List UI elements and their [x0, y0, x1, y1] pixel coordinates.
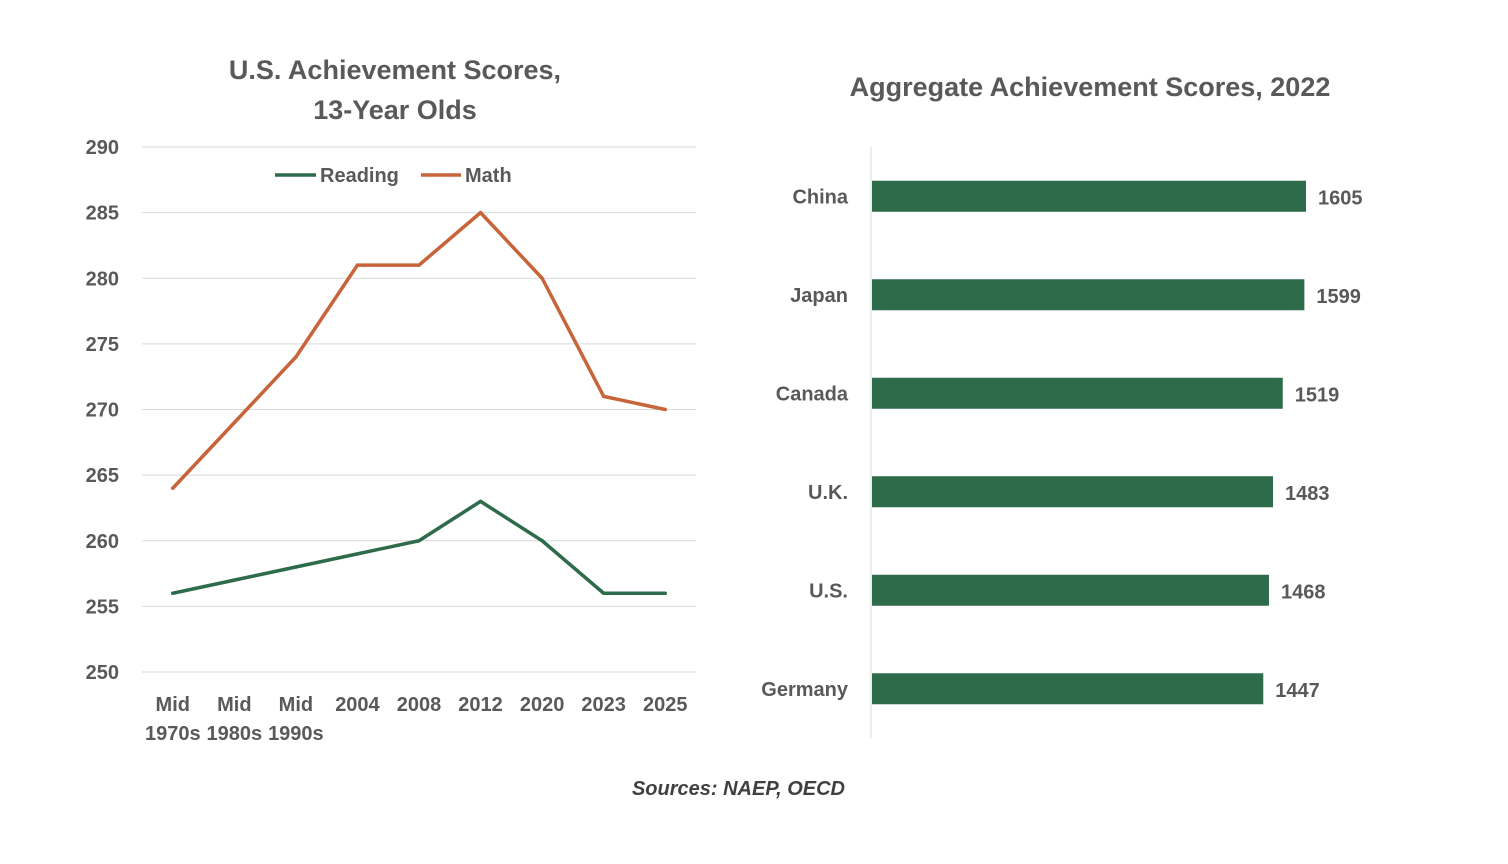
y-tick-label-280: 280 — [86, 268, 119, 290]
x-tick-label-3-0: 2004 — [335, 694, 380, 716]
data-point-math-3 — [355, 263, 360, 267]
y-tick-label-265: 265 — [86, 465, 119, 487]
line-chart-title-line-1: U.S. Achievement Scores, — [228, 55, 562, 85]
data-point-reading-8 — [663, 591, 668, 596]
data-point-reading-5 — [478, 499, 483, 504]
category-label-2: Canada — [776, 383, 849, 405]
bar-chart-title: Aggregate Achievement Scores, 2022 — [849, 72, 1331, 102]
data-point-math-1 — [232, 420, 237, 425]
source-note: Sources: NAEP, OECD — [631, 778, 845, 800]
legend-label-math: Math — [465, 165, 512, 187]
legend-label-reading: Reading — [320, 165, 399, 187]
data-point-math-4 — [417, 263, 421, 267]
x-tick-label-5-0: 2012 — [458, 694, 503, 716]
category-label-3: U.K. — [808, 482, 848, 504]
data-label-5: 1447 — [1275, 680, 1320, 702]
line-chart-title-line-2: 13-Year Olds — [313, 95, 477, 125]
bar-germany — [872, 673, 1264, 705]
bar-chart: China 1605 Japan 1599 Canada 1519 U.K. 1483 U.S.… — [761, 147, 1363, 738]
data-point-math-2 — [294, 355, 298, 359]
data-label-0: 1605 — [1318, 187, 1363, 209]
data-point-reading-1 — [232, 578, 237, 582]
data-label-1: 1599 — [1316, 286, 1361, 308]
data-point-math-7 — [601, 394, 606, 399]
y-tick-label-250: 250 — [86, 662, 119, 684]
x-tick-label-7-0: 2023 — [581, 694, 626, 716]
y-tick-label-285: 285 — [86, 203, 119, 225]
x-tick-label-1-0: Mid — [217, 694, 251, 716]
data-point-reading-4 — [417, 538, 421, 543]
data-label-3: 1483 — [1285, 483, 1330, 505]
data-point-math-6 — [540, 276, 544, 281]
data-point-reading-3 — [355, 552, 360, 556]
data-point-reading-2 — [294, 565, 298, 569]
x-tick-label-8-0: 2025 — [643, 694, 688, 716]
x-tick-label-2-1: 1990s — [268, 723, 324, 745]
line-chart-title: U.S. Achievement Scores, 13-Year Olds — [145, 50, 645, 130]
data-label-2: 1519 — [1295, 384, 1340, 406]
x-tick-label-1-1: 1980s — [207, 723, 263, 745]
bar-us — [872, 574, 1269, 606]
x-tick-label-0-0: Mid — [156, 694, 190, 716]
x-tick-label-2-0: Mid — [279, 694, 313, 716]
data-point-math-5 — [478, 210, 483, 215]
y-tick-label-275: 275 — [86, 334, 119, 356]
y-tick-label-255: 255 — [86, 596, 119, 618]
y-tick-label-260: 260 — [86, 531, 119, 553]
data-point-math-0 — [170, 486, 175, 491]
category-label-0: China — [792, 186, 848, 208]
x-tick-label-6-0: 2020 — [520, 694, 565, 716]
category-label-5: Germany — [761, 679, 849, 701]
data-point-reading-7 — [601, 591, 606, 596]
data-point-math-8 — [663, 407, 668, 412]
y-tick-label-270: 270 — [86, 400, 119, 422]
category-label-1: Japan — [790, 285, 848, 307]
x-tick-label-4-0: 2008 — [397, 694, 442, 716]
bar-canada — [872, 377, 1283, 409]
x-tick-label-0-1: 1970s — [145, 723, 201, 745]
category-label-4: U.S. — [809, 580, 848, 602]
y-tick-label-290: 290 — [86, 137, 119, 159]
bar-japan — [872, 279, 1305, 311]
line-chart: 250 255 260 265 270 275 280 285 290 Mid 1970s Mid 19… — [86, 137, 696, 745]
data-point-reading-6 — [540, 538, 544, 543]
data-label-4: 1468 — [1281, 581, 1326, 603]
data-point-reading-0 — [170, 591, 175, 596]
bar-china — [872, 180, 1306, 212]
bar-uk — [872, 476, 1274, 508]
